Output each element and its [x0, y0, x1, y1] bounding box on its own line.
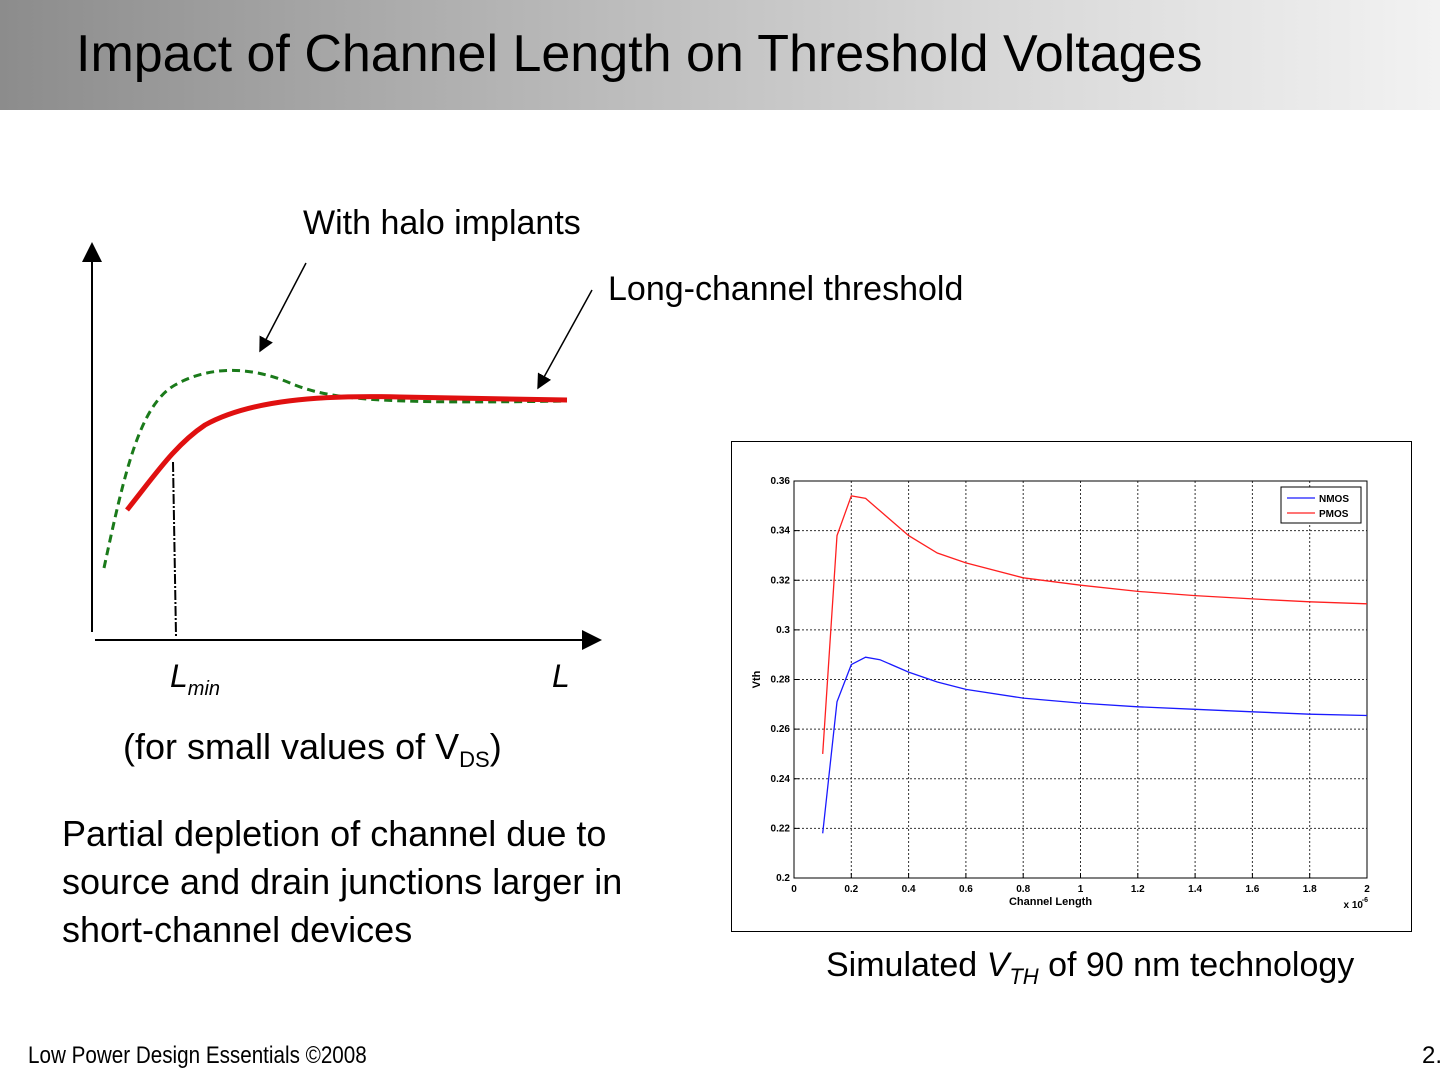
legend-label-pmos: PMOS [1319, 509, 1349, 520]
condition-subscript: DS [459, 747, 490, 772]
y-tick-label: 0.36 [771, 476, 791, 487]
body-text: Partial depletion of channel due to sour… [62, 813, 623, 950]
long-channel-pointer-arrow [537, 289, 593, 390]
halo-label: With halo implants [303, 204, 581, 242]
y-tick-label: 0.24 [771, 774, 791, 785]
series-line-nmos [822, 656, 1368, 834]
x-axis-label: Channel Length [1009, 896, 1092, 908]
condition-label: (for small values of VDS) [123, 726, 502, 773]
x-tick-label: 0 [791, 884, 797, 895]
y-tick-label: 0.22 [771, 823, 791, 834]
legend-box [1280, 486, 1362, 524]
y-tick-label: 0.32 [771, 575, 791, 586]
lmin-symbol: L [170, 658, 188, 694]
long-channel-curve [125, 394, 568, 512]
condition-prefix: (for small values of V [123, 726, 460, 767]
y-tick-label: 0.2 [776, 873, 790, 884]
legend-label-nmos: NMOS [1319, 494, 1349, 505]
x-tick-label: 0.6 [959, 884, 973, 895]
x-multiplier-label: x 10 [1344, 900, 1364, 911]
y-tick-label: 0.3 [776, 625, 790, 636]
x-tick-label: 0.2 [844, 884, 858, 895]
caption-symbol-subscript: TH [1009, 964, 1039, 989]
halo-pointer-arrow [259, 262, 307, 353]
footer-copyright: Low Power Design Essentials ©2008 [28, 1042, 367, 1069]
caption-symbol: VTH [986, 946, 1039, 989]
footer-page-number: 2. [1422, 1042, 1440, 1069]
y-tick-label: 0.26 [771, 724, 791, 735]
y-axis-label: Vth [751, 670, 763, 688]
lmin-label: Lmin [170, 658, 220, 701]
x-tick-label: 1.6 [1245, 884, 1259, 895]
x-multiplier-exponent: -6 [1362, 897, 1368, 904]
x-tick-label: 0.4 [902, 884, 916, 895]
x-tick-label: 1 [1078, 884, 1084, 895]
y-tick-label: 0.28 [771, 675, 791, 686]
x-tick-label: 2 [1364, 884, 1370, 895]
chart-caption: Simulated VTH of 90 nm technology [826, 946, 1354, 990]
halo-curve [102, 369, 568, 569]
lmin-marker-line [172, 461, 177, 637]
long-channel-label: Long-channel threshold [608, 270, 964, 308]
x-tick-label: 1.8 [1303, 884, 1317, 895]
x-tick-label: 1.2 [1131, 884, 1145, 895]
caption-suffix: of 90 nm technology [1038, 946, 1355, 984]
x-tick-label: 1.4 [1188, 884, 1202, 895]
lmin-subscript: min [187, 678, 221, 700]
x-tick-label: 0.8 [1016, 884, 1030, 895]
l-label: L [552, 658, 570, 694]
slide-title: Impact of Channel Length on Threshold Vo… [76, 25, 1203, 83]
chart-frame: 0 0.2 0.4 0.6 0.8 1 1.2 1.4 1.6 1.8 2 0.2 0.22 0.24 0.… [731, 441, 1412, 932]
y-tick-label: 0.34 [771, 526, 791, 537]
series-line-pmos [822, 495, 1368, 754]
caption-prefix: Simulated [826, 946, 987, 984]
vth-chart: 0 0.2 0.4 0.6 0.8 1 1.2 1.4 1.6 1.8 20.20.220.240.… [751, 476, 1370, 911]
condition-suffix: ) [489, 726, 502, 767]
caption-symbol-letter: V [986, 946, 1010, 984]
title-bar [0, 0, 1440, 110]
